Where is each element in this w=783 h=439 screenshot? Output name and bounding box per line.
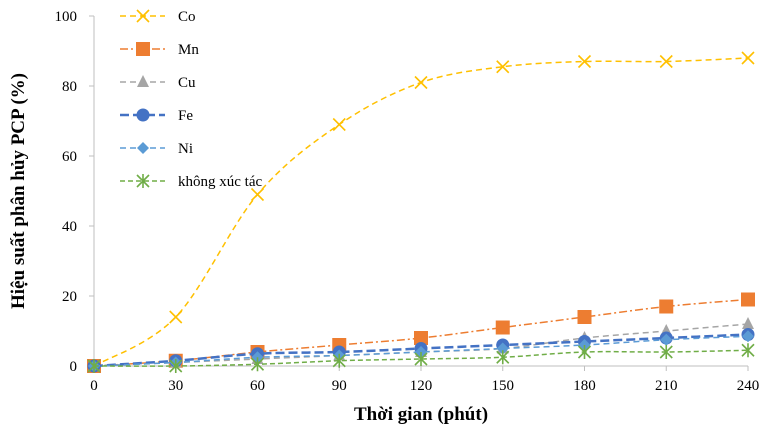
data-point-không-xúc-tác-marker — [87, 359, 101, 373]
data-point-ni-marker — [742, 330, 754, 343]
legend-item-co: Co — [120, 9, 196, 25]
legend-item-ni: Ni — [120, 141, 193, 157]
data-point-mn-marker — [659, 299, 674, 314]
data-point-co-marker — [332, 117, 346, 132]
data-point-co-marker — [741, 51, 755, 65]
legend-item-cu: Cu — [120, 75, 196, 91]
data-point-co-marker — [250, 187, 265, 202]
x-tick-label: 210 — [655, 378, 678, 394]
data-point-ni-marker — [496, 342, 509, 355]
legend-item-mn: Mn — [120, 42, 199, 58]
x-tick-label: 240 — [737, 378, 760, 394]
y-tick-label: 0 — [70, 359, 78, 375]
y-tick-label: 80 — [62, 79, 77, 95]
x-tick-label: 30 — [168, 378, 183, 394]
legend-không-xúc-tác-marker — [136, 174, 150, 188]
x-tick-label: 180 — [573, 378, 596, 394]
axes: 0 20 40 60 80 100 0 30 60 90 120 150 180 210 240 — [55, 9, 760, 394]
data-point-co-marker — [577, 54, 592, 69]
data-point-co-marker — [659, 54, 673, 69]
data-point-không-xúc-tác-marker — [414, 352, 428, 366]
y-tick-label: 40 — [62, 219, 77, 235]
data-point-cu-marker — [742, 317, 754, 329]
y-tick-label: 20 — [62, 289, 77, 305]
data-point-co-marker — [169, 310, 183, 324]
legend-label-mn: Mn — [178, 42, 199, 58]
data-point-mn-marker — [414, 331, 428, 345]
x-tick-label: 0 — [90, 378, 98, 394]
data-point-co-marker — [414, 75, 428, 90]
series-line-không-xúc-tác — [93, 349, 749, 367]
data-point-không-xúc-tác-marker — [741, 343, 755, 358]
legend-fe-marker — [136, 108, 150, 122]
y-tick-label: 100 — [55, 9, 78, 25]
data-point-ni-marker — [660, 333, 673, 346]
legend-label-fe: Fe — [178, 108, 193, 124]
legend-label-cu: Cu — [178, 75, 196, 91]
data-point-không-xúc-tác-marker — [332, 353, 346, 368]
x-tick-label: 60 — [250, 378, 265, 394]
data-point-mn-marker — [495, 320, 510, 335]
series-co — [87, 51, 755, 373]
data-point-không-xúc-tác-marker — [659, 345, 673, 359]
x-tick-label: 150 — [492, 378, 515, 394]
series-layer — [87, 51, 755, 373]
data-point-không-xúc-tác-marker — [250, 357, 265, 372]
x-tick-label: 120 — [410, 378, 433, 394]
data-point-mn-marker — [577, 310, 592, 324]
legend-label-co: Co — [178, 9, 196, 25]
legend-cu-marker — [137, 75, 149, 87]
series-không-xúc-tác — [87, 343, 755, 373]
legend-item-không-xúc-tác: không xúc tác — [120, 174, 262, 190]
x-tick-label: 90 — [332, 378, 347, 394]
legend-label-ni: Ni — [178, 141, 193, 157]
legend: Co Mn Cu Fe Ni không xúc tác — [120, 9, 262, 190]
data-point-không-xúc-tác-marker — [577, 345, 592, 359]
legend-mn-marker — [136, 42, 150, 56]
y-axis-label: Hiệu suất phân hủy PCP (%) — [8, 73, 29, 309]
legend-label-không-xúc-tác: không xúc tác — [178, 174, 262, 190]
x-axis-label: Thời gian (phút) — [354, 404, 488, 425]
series-line-mn — [93, 298, 749, 367]
data-point-co-marker — [496, 60, 510, 74]
data-point-không-xúc-tác-marker — [169, 359, 183, 373]
legend-co-marker — [136, 9, 150, 23]
series-line-co — [93, 57, 749, 367]
data-point-mn-marker — [741, 292, 755, 307]
legend-ni-marker — [137, 142, 149, 154]
y-tick-label: 60 — [62, 149, 77, 165]
data-point-không-xúc-tác-marker — [496, 350, 510, 365]
legend-item-fe: Fe — [120, 108, 193, 124]
